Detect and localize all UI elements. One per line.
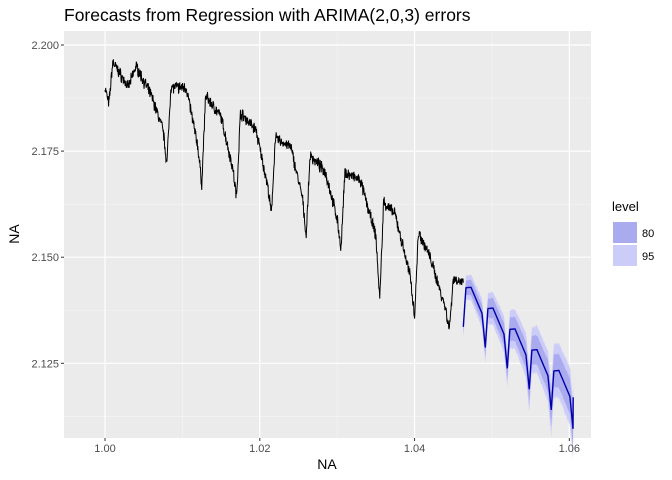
plot-panel <box>64 31 591 438</box>
historical-line <box>104 59 464 330</box>
y-axis-title: NA <box>6 224 22 244</box>
historical-series <box>104 59 464 330</box>
y-tick-label: 2.200 <box>31 40 59 52</box>
grid-major <box>64 31 591 438</box>
x-tick-label: 1.06 <box>559 443 580 455</box>
forecast-line <box>462 286 574 429</box>
legend-label-80: 80 <box>642 228 654 240</box>
forecast-series <box>462 286 574 429</box>
legend-label-95: 95 <box>642 251 654 263</box>
y-tick-label: 2.150 <box>31 252 59 264</box>
chart-title: Forecasts from Regression with ARIMA(2,0… <box>64 5 471 25</box>
legend-title: level <box>612 199 639 214</box>
x-tick-label: 1.04 <box>404 443 425 455</box>
pi-95-band <box>463 273 574 459</box>
y-tick-label: 2.125 <box>31 358 59 370</box>
pi-95-area <box>463 273 574 459</box>
x-tick-label: 1.00 <box>94 443 115 455</box>
legend-key-95 <box>613 245 637 266</box>
legend-key-80 <box>613 222 637 243</box>
x-tick-label: 1.02 <box>249 443 270 455</box>
y-axis-ticks: 2.125 2.150 2.175 2.200 <box>31 40 64 370</box>
x-axis-title: NA <box>317 456 337 472</box>
x-axis-ticks: 1.00 1.02 1.04 1.06 <box>94 438 580 455</box>
legend: level 80 95 <box>612 199 654 266</box>
y-tick-label: 2.175 <box>31 146 59 158</box>
